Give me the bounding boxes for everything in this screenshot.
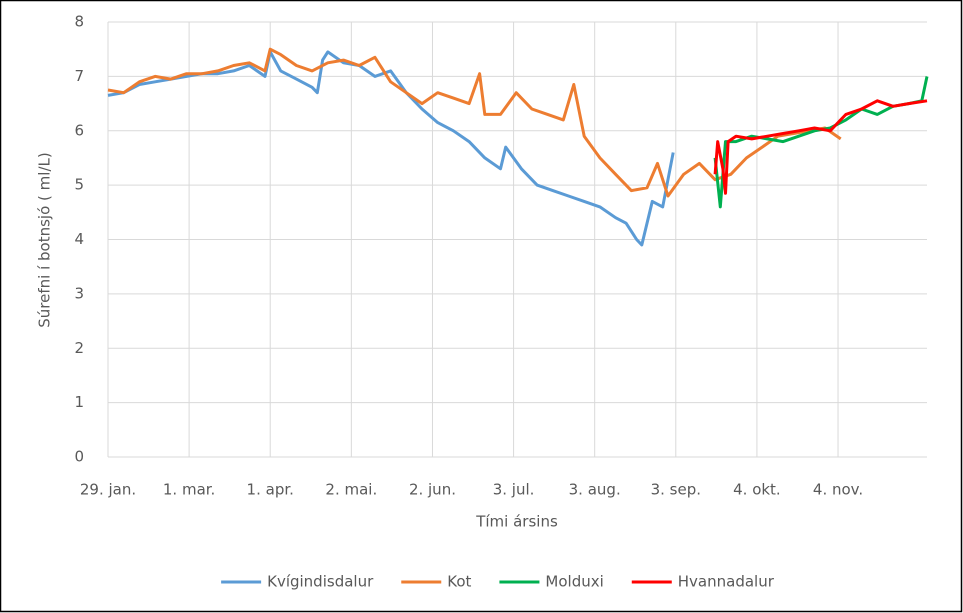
x-tick-label: 3. aug. — [569, 481, 621, 499]
data-line — [713, 99, 928, 195]
legend-label: Hvannadalur — [678, 573, 775, 591]
y-tick-label: 5 — [74, 176, 84, 194]
y-tick-label: 7 — [74, 67, 84, 85]
y-tick-label: 8 — [74, 13, 84, 31]
y-tick-label: 2 — [74, 339, 84, 357]
legend-label: Kvígindisdalur — [267, 573, 374, 591]
x-tick-label: 4. nov. — [813, 481, 863, 499]
legend-label: Kot — [447, 573, 471, 591]
x-tick-label: 3. sep. — [651, 481, 701, 499]
y-tick-label: 6 — [74, 121, 84, 139]
y-tick-label: 4 — [74, 230, 84, 248]
y-axis-title: Súrefni í botnsjó ( ml/L) — [36, 152, 54, 327]
y-tick-label: 0 — [74, 448, 84, 466]
y-tick-label: 3 — [74, 284, 84, 302]
data-line — [107, 47, 842, 198]
x-axis-title: Tími ársins — [475, 513, 558, 531]
x-tick-label: 29. jan. — [80, 481, 136, 499]
x-tick-label: 2. mai. — [325, 481, 377, 499]
x-tick-label: 2. jun. — [409, 481, 456, 499]
x-tick-label: 1. apr. — [247, 481, 294, 499]
data-line — [107, 50, 675, 247]
legend-label: Molduxi — [545, 573, 603, 591]
x-tick-label: 1. mar. — [163, 481, 215, 499]
x-tick-label: 4. okt. — [733, 481, 781, 499]
x-tick-label: 3. jul. — [493, 481, 535, 499]
y-tick-label: 1 — [74, 393, 84, 411]
